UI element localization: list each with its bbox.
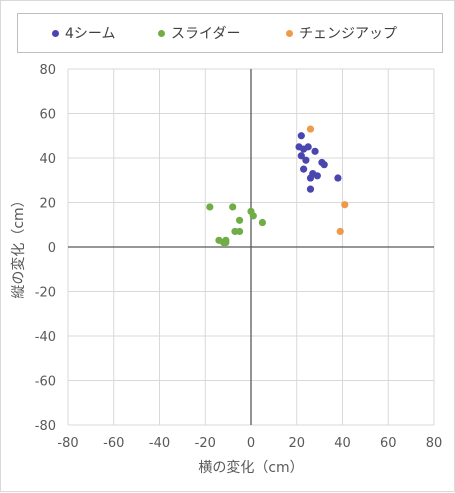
data-point-series-2 xyxy=(306,125,315,133)
data-point-series-0 xyxy=(304,143,312,151)
data-point-series-1 xyxy=(249,212,257,220)
data-point-series-0 xyxy=(306,174,315,182)
x-tick-label: -40 xyxy=(149,436,170,451)
data-point-series-1 xyxy=(222,238,230,247)
y-tick-label: -60 xyxy=(35,375,56,390)
tick-labels: -80 -60 -40 -20 0 20 40 60 80 80 60 40 20 0 -20 -40 -60 -… xyxy=(35,63,443,451)
x-tick-label: 0 xyxy=(247,436,255,451)
x-tick-label: 60 xyxy=(380,436,397,451)
legend-marker-changeup xyxy=(286,29,293,37)
data-point-series-1 xyxy=(235,216,244,224)
data-point-series-1 xyxy=(206,203,214,211)
y-tick-label: -40 xyxy=(35,330,56,345)
data-point-series-0 xyxy=(334,174,342,182)
y-tick-label: 20 xyxy=(39,197,56,212)
data-points xyxy=(206,125,349,247)
legend-label-slider: スライダー xyxy=(171,26,241,42)
data-point-series-2 xyxy=(341,201,349,209)
legend-item-slider: スライダー xyxy=(158,14,240,52)
y-axis-title: 縦の変化（cm） xyxy=(10,193,27,298)
data-point-series-0 xyxy=(313,172,321,180)
x-tick-label: -60 xyxy=(103,436,124,451)
data-point-series-1 xyxy=(258,218,267,227)
axes xyxy=(68,69,434,425)
x-tick-label: 80 xyxy=(426,436,443,451)
data-point-series-0 xyxy=(300,165,308,173)
data-point-series-1 xyxy=(229,203,237,211)
data-point-series-1 xyxy=(231,227,239,236)
legend-label-changeup: チェンジアップ xyxy=(299,26,397,42)
data-point-series-0 xyxy=(302,156,310,164)
x-tick-label: -80 xyxy=(57,436,78,451)
y-tick-label: 0 xyxy=(48,241,56,256)
legend-marker-slider xyxy=(158,29,165,37)
legend-label-4seam: 4シーム xyxy=(65,26,116,42)
y-tick-label: -20 xyxy=(35,286,56,301)
data-point-series-2 xyxy=(336,227,344,236)
y-tick-label: 80 xyxy=(39,63,56,78)
data-point-series-0 xyxy=(297,152,305,160)
data-point-series-0 xyxy=(311,147,319,155)
y-tick-label: 40 xyxy=(39,152,56,167)
legend: 4シーム スライダー チェンジアップ xyxy=(17,13,443,53)
legend-marker-4seam xyxy=(52,29,59,37)
y-tick-label: -80 xyxy=(35,419,56,434)
x-axis-title: 横の変化（cm） xyxy=(198,459,303,476)
y-tick-label: 60 xyxy=(39,108,56,123)
data-point-series-0 xyxy=(297,132,305,140)
x-tick-label: 40 xyxy=(334,436,351,451)
legend-item-changeup: チェンジアップ xyxy=(286,14,397,52)
x-tick-label: 20 xyxy=(288,436,305,451)
legend-item-4seam: 4シーム xyxy=(52,14,116,52)
data-point-series-0 xyxy=(306,185,315,193)
x-tick-label: -20 xyxy=(195,436,216,451)
data-point-series-0 xyxy=(320,161,328,169)
